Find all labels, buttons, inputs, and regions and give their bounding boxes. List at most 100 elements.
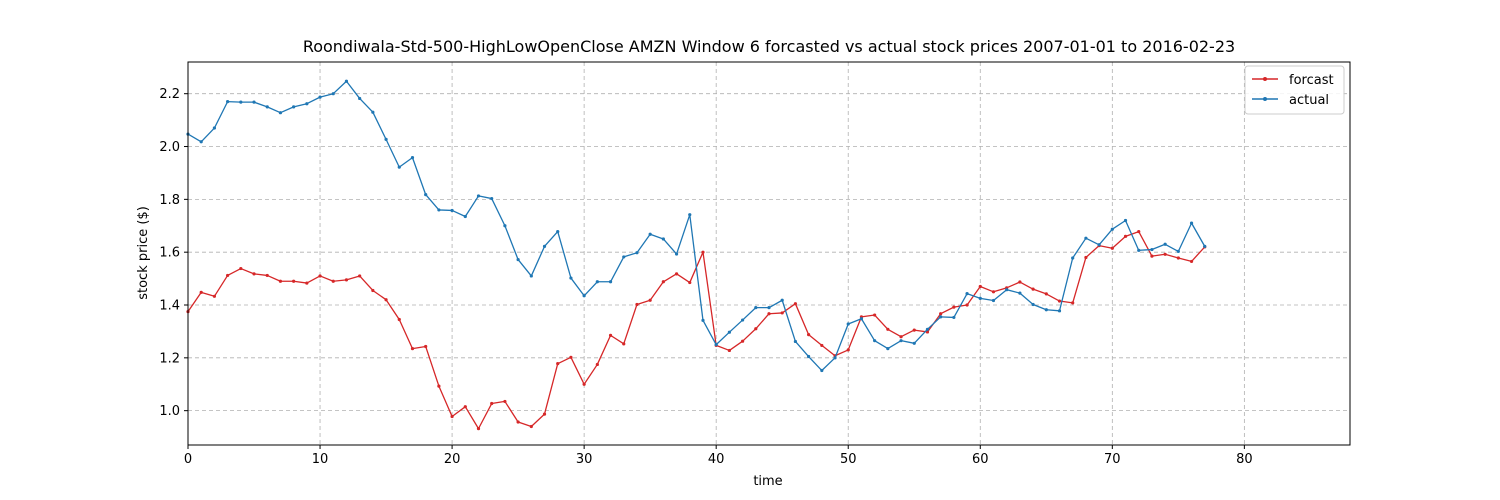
data-point	[912, 341, 916, 345]
data-point	[912, 328, 916, 332]
data-point	[701, 250, 705, 254]
data-point	[793, 339, 798, 344]
axis-ticks: 0 10 20 30 40 50 60 70 80 1.0 1.2 1.4 1.6 1.8 2.0 2.2	[159, 87, 1252, 467]
y-tick-label: 1.6	[159, 246, 180, 261]
data-point	[410, 156, 415, 160]
data-point	[318, 95, 322, 99]
data-point	[556, 229, 560, 234]
data-point	[727, 348, 731, 353]
y-tick-label: 2.0	[159, 140, 180, 155]
data-point	[490, 196, 494, 201]
data-point	[569, 276, 573, 280]
y-axis-label: stock price ($)	[136, 206, 151, 300]
data-point	[582, 382, 586, 386]
data-point	[265, 105, 269, 109]
data-point	[608, 333, 613, 337]
data-point	[503, 224, 507, 228]
data-point	[252, 272, 256, 276]
x-tick-label: 10	[312, 452, 329, 467]
data-point	[252, 100, 256, 104]
data-point	[476, 427, 481, 431]
x-tick-label: 60	[972, 452, 989, 467]
series-lines	[186, 79, 1207, 431]
data-point	[1057, 299, 1062, 303]
data-point	[344, 79, 349, 83]
legend-marker	[1263, 97, 1267, 101]
y-tick-label: 1.0	[159, 404, 180, 419]
data-point	[384, 137, 388, 141]
data-point	[490, 401, 494, 406]
data-point	[622, 255, 626, 259]
data-point	[424, 193, 428, 197]
legend-label: forcast	[1289, 73, 1334, 88]
data-point	[529, 424, 533, 429]
data-point	[1189, 259, 1194, 264]
data-point	[1071, 301, 1075, 305]
data-point	[991, 298, 996, 303]
data-point	[648, 232, 652, 236]
data-point	[807, 354, 811, 359]
data-point	[701, 318, 705, 322]
x-axis-label: time	[753, 474, 782, 489]
data-point	[925, 327, 930, 331]
data-point	[740, 318, 745, 322]
legend: forcast actual	[1244, 65, 1345, 115]
data-point	[952, 315, 956, 320]
data-point	[292, 105, 296, 109]
x-tick-label: 80	[1236, 452, 1253, 467]
data-point	[939, 315, 943, 319]
data-point	[754, 327, 758, 331]
x-tick-label: 40	[708, 452, 725, 467]
data-point	[1031, 287, 1035, 291]
data-point	[239, 266, 243, 271]
grid	[187, 62, 1350, 445]
data-point	[331, 92, 335, 96]
data-point	[1044, 292, 1048, 296]
data-point	[1137, 248, 1141, 252]
data-point	[622, 342, 626, 346]
data-point	[965, 292, 969, 296]
data-point	[437, 384, 441, 388]
data-point	[1018, 291, 1022, 295]
data-point	[1031, 302, 1035, 307]
y-tick-label: 1.4	[159, 299, 180, 314]
data-point	[674, 272, 679, 276]
data-point	[226, 273, 230, 278]
data-point	[305, 281, 309, 285]
data-point	[635, 302, 639, 307]
data-point	[397, 165, 401, 169]
data-point	[1110, 227, 1114, 231]
data-point	[648, 298, 652, 302]
data-point	[318, 274, 322, 278]
data-point	[1150, 247, 1154, 252]
data-point	[899, 335, 903, 339]
data-point	[305, 102, 309, 106]
data-point	[463, 405, 467, 409]
data-point	[292, 279, 296, 283]
data-point	[1005, 288, 1009, 292]
data-point	[846, 322, 850, 326]
data-point	[1163, 242, 1167, 246]
y-tick-label: 1.2	[159, 351, 180, 366]
data-point	[1203, 244, 1207, 248]
data-point	[516, 420, 520, 424]
data-point	[1163, 252, 1167, 256]
data-point	[569, 355, 573, 359]
x-tick-label: 30	[576, 452, 593, 467]
series-line	[187, 80, 1206, 372]
data-point	[1123, 218, 1128, 223]
data-point	[978, 284, 982, 289]
data-point	[199, 140, 203, 144]
data-point	[410, 346, 415, 351]
series-actual	[186, 79, 1207, 373]
data-point	[688, 213, 692, 217]
legend-entry-forcast: forcast	[1252, 73, 1334, 88]
data-point	[199, 290, 203, 294]
data-point	[952, 305, 956, 309]
data-point	[529, 274, 533, 278]
data-point	[358, 96, 362, 101]
data-point	[476, 194, 481, 198]
data-point	[767, 306, 771, 310]
series-line	[187, 230, 1206, 430]
data-point	[344, 278, 349, 282]
